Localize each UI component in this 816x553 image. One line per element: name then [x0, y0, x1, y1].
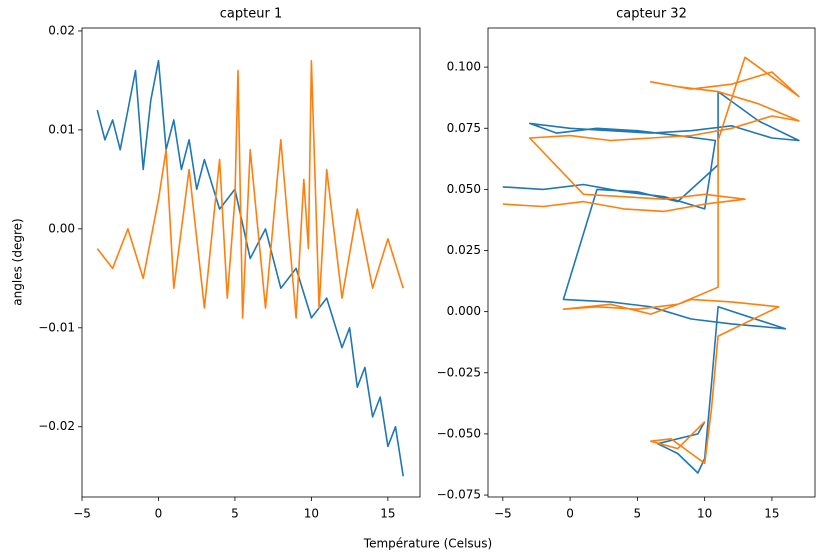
data-line — [502, 90, 800, 474]
x-tick-label: 0 — [566, 507, 574, 521]
x-tick-label: 15 — [764, 507, 779, 521]
y-tick-label: −0.050 — [437, 426, 481, 440]
axes-frame — [81, 27, 421, 498]
y-tick-label: −0.02 — [38, 419, 75, 433]
x-tick-label: −5 — [494, 507, 512, 521]
x-tick-label: 5 — [231, 507, 239, 521]
y-tick-label: 0.00 — [48, 221, 75, 235]
axes-frame — [487, 27, 816, 498]
x-axis-label: Température (Celsus) — [363, 537, 492, 551]
y-tick-label: −0.01 — [38, 320, 75, 334]
x-tick-label: 0 — [155, 507, 163, 521]
y-tick-label: 0.000 — [447, 304, 481, 318]
data-line — [96, 59, 404, 319]
y-tick-label: 0.02 — [48, 23, 75, 37]
x-tick-label: −5 — [73, 507, 91, 521]
x-tick-label: 10 — [304, 507, 319, 521]
chart-title: capteur 32 — [616, 7, 687, 22]
y-tick-label: 0.050 — [447, 182, 481, 196]
data-line — [96, 59, 404, 477]
y-tick-label: −0.025 — [437, 365, 481, 379]
y-tick-label: 0.100 — [447, 60, 481, 74]
x-tick-label: 10 — [697, 507, 712, 521]
y-tick-label: 0.075 — [447, 121, 481, 135]
y-tick-label: 0.01 — [48, 122, 75, 136]
x-tick-label: 5 — [634, 507, 642, 521]
data-line — [502, 56, 800, 465]
y-tick-label: 0.025 — [447, 243, 481, 257]
y-axis-label: angles (degre) — [11, 218, 25, 305]
x-tick-label: 15 — [380, 507, 395, 521]
chart-title: capteur 1 — [220, 7, 282, 22]
y-tick-label: −0.075 — [437, 488, 481, 502]
